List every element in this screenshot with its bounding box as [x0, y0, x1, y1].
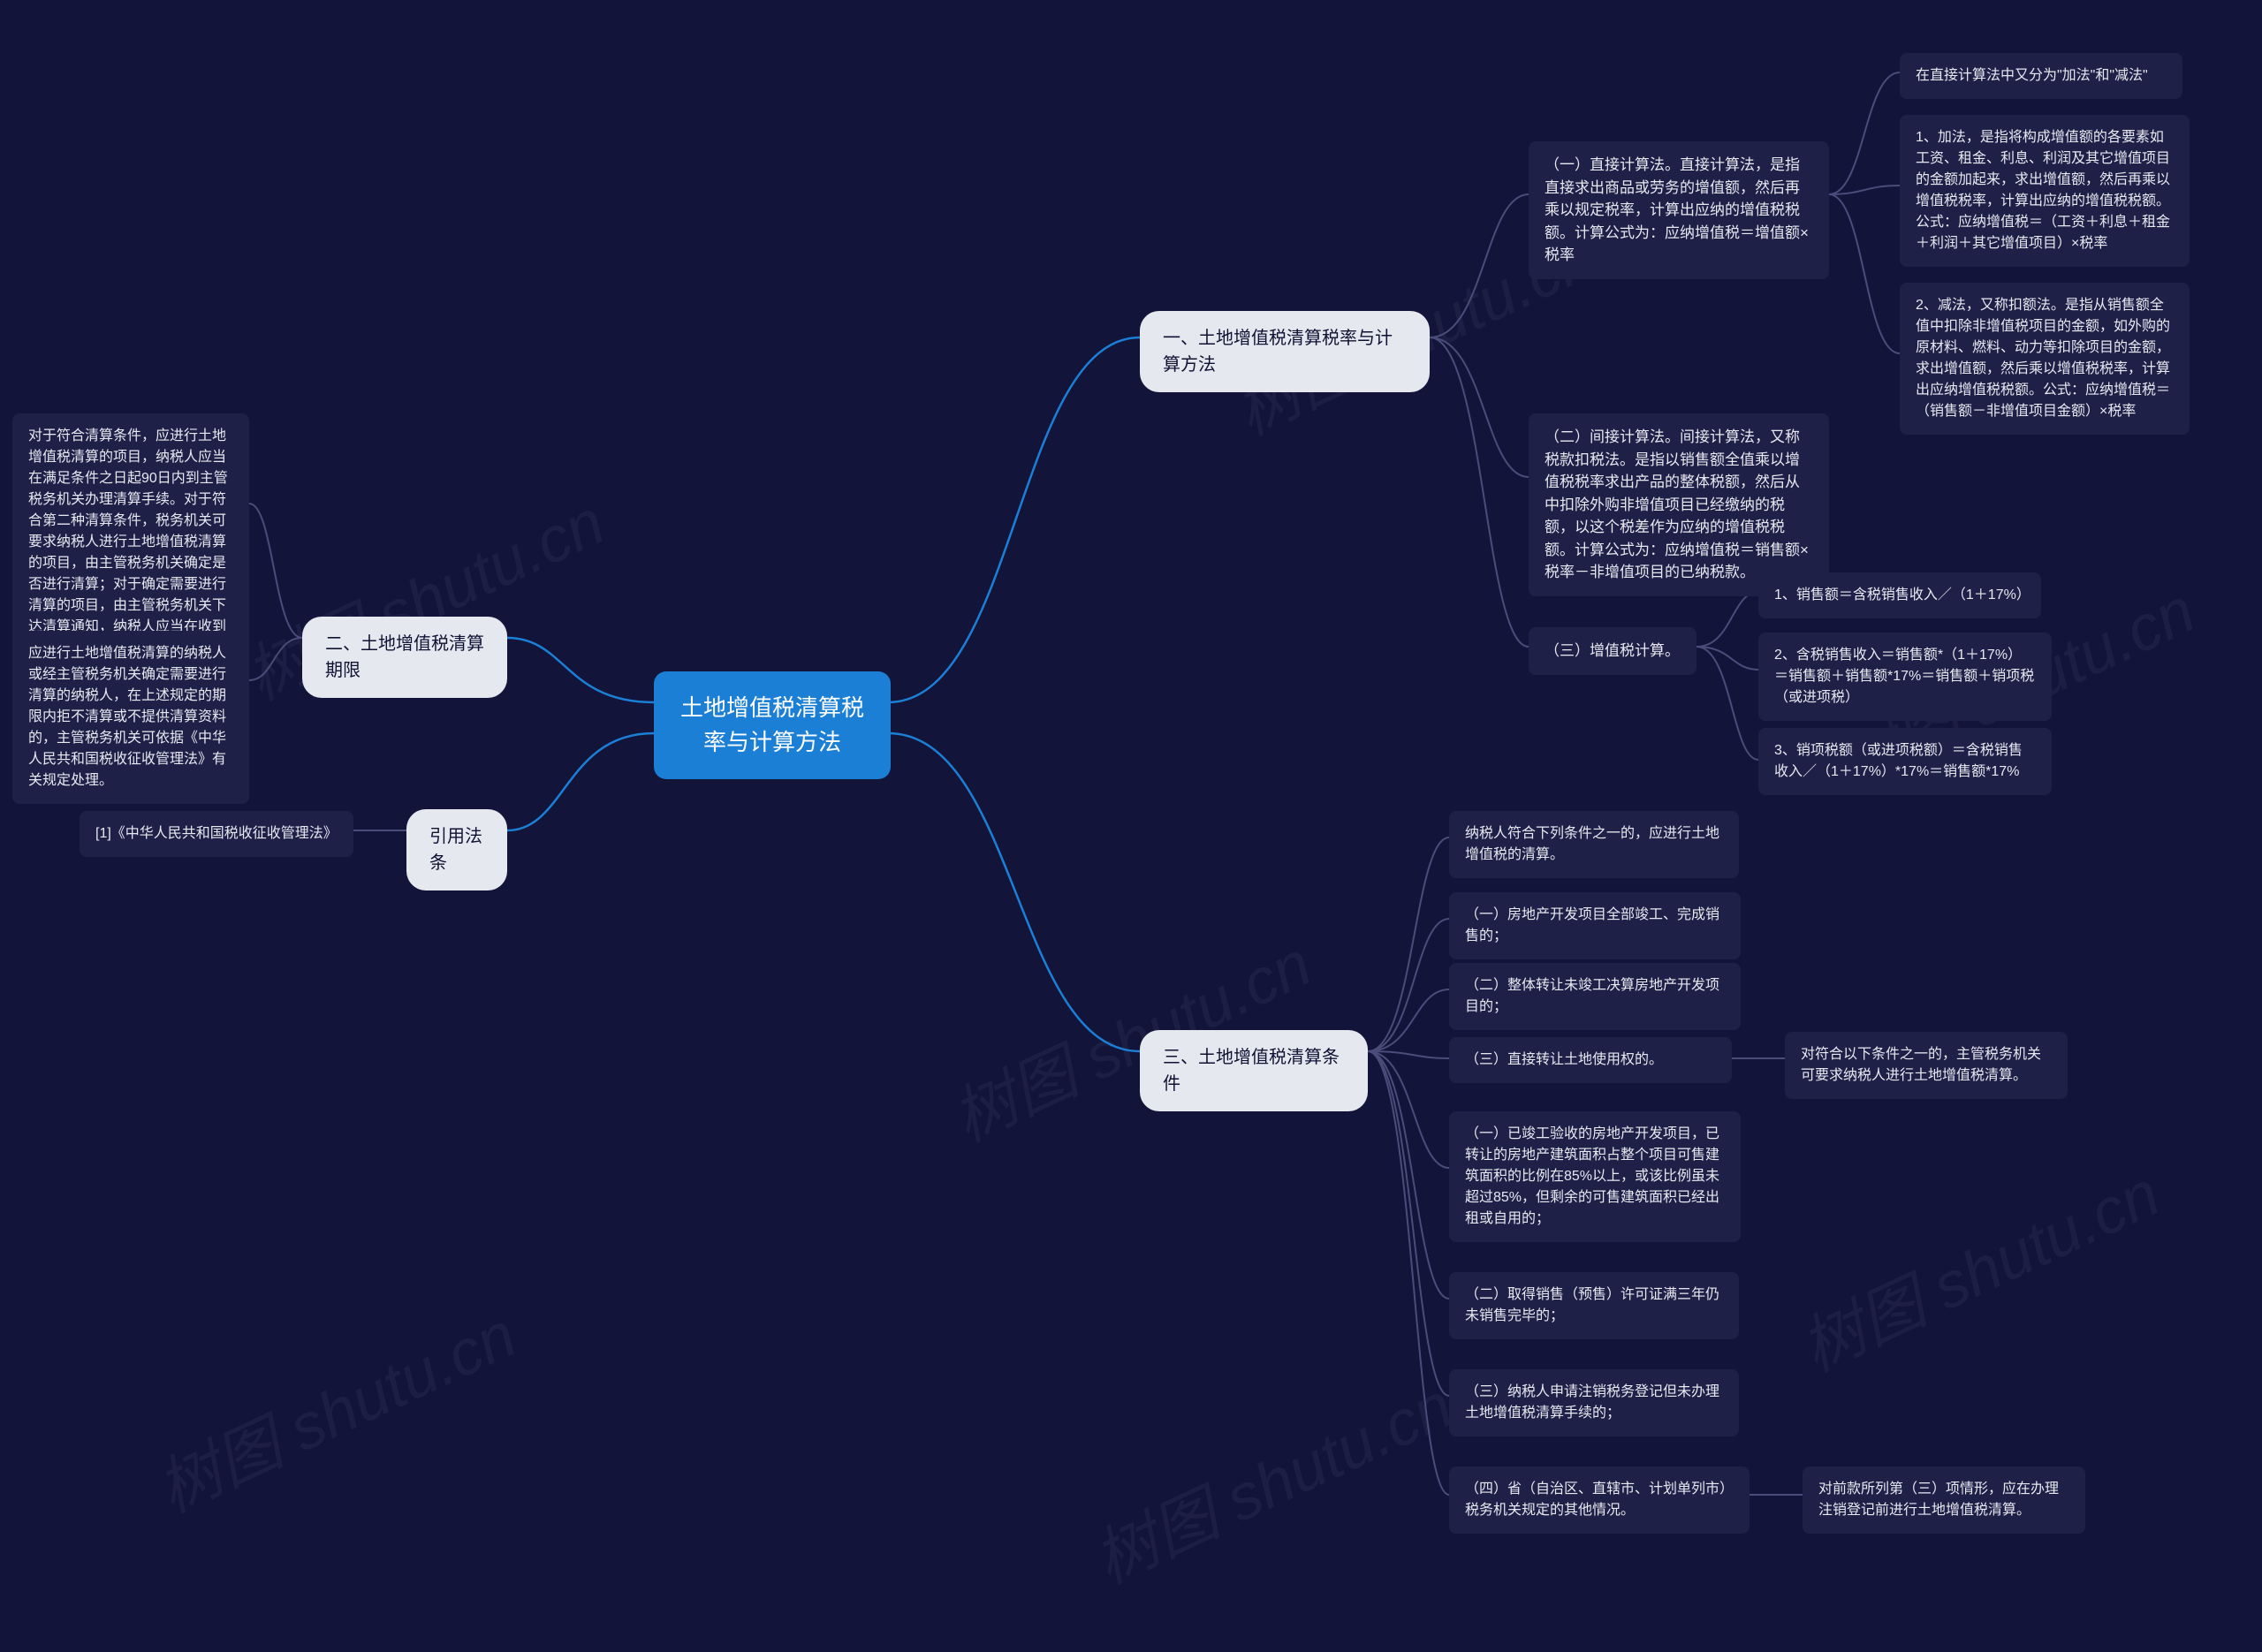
root-node[interactable]: 土地增值税清算税率与计算方法 [654, 671, 891, 779]
branch-2[interactable]: 二、土地增值税清算期限 [302, 617, 507, 698]
node-c1-d1[interactable]: 在直接计算法中又分为"加法"和"减法" [1900, 53, 2182, 99]
node-b1-c1[interactable]: （一）直接计算法。直接计算法，是指直接求出商品或劳务的增值额，然后再乘以规定税率… [1529, 141, 1829, 279]
node-c1-d2[interactable]: 1、加法，是指将构成增值额的各要素如工资、租金、利息、利润及其它增值项目的金额加… [1900, 115, 2190, 267]
branch-1[interactable]: 一、土地增值税清算税率与计算方法 [1140, 311, 1430, 392]
node-b4-h6[interactable]: （二）取得销售（预售）许可证满三年仍未销售完毕的； [1449, 1272, 1739, 1339]
watermark: 树图 shutu.cn [140, 1284, 528, 1531]
node-b4-h3[interactable]: （二）整体转让未竣工决算房地产开发项目的； [1449, 963, 1741, 1030]
node-c1-d3[interactable]: 2、减法，又称扣额法。是指从销售额全值中扣除非增值税项目的金额，如外购的原材料、… [1900, 283, 2190, 435]
watermark: 树图 shutu.cn [1076, 1354, 1465, 1602]
branch-3[interactable]: 引用法条 [406, 809, 507, 890]
node-b1-c2[interactable]: （二）间接计算法。间接计算法，又称税款扣税法。是指以销售额全值乘以增值税税率求出… [1529, 413, 1829, 596]
node-b4-h4[interactable]: （三）直接转让土地使用权的。 [1449, 1037, 1732, 1083]
node-b4-h7[interactable]: （三）纳税人申请注销税务登记但未办理土地增值税清算手续的； [1449, 1369, 1739, 1436]
node-b1-c3[interactable]: （三）增值税计算。 [1529, 627, 1696, 675]
node-b2-f2[interactable]: 应进行土地增值税清算的纳税人或经主管税务机关确定需要进行清算的纳税人，在上述规定… [12, 631, 249, 804]
node-b4-h8-side[interactable]: 对前款所列第（三）项情形，应在办理注销登记前进行土地增值税清算。 [1803, 1466, 2085, 1534]
node-b4-h5[interactable]: （一）已竣工验收的房地产开发项目，已转让的房地产建筑面积占整个项目可售建筑面积的… [1449, 1111, 1741, 1242]
node-c3-e2[interactable]: 2、含税销售收入＝销售额*（1＋17%）＝销售额＋销售额*17%＝销售额＋销项税… [1758, 633, 2052, 721]
node-b3-g1[interactable]: [1]《中华人民共和国税收征收管理法》 [80, 811, 353, 857]
node-b4-h2[interactable]: （一）房地产开发项目全部竣工、完成销售的； [1449, 892, 1741, 959]
node-c3-e3[interactable]: 3、销项税额（或进项税额）＝含税销售收入／（1＋17%）*17%＝销售额*17% [1758, 728, 2052, 795]
node-b4-h4-side[interactable]: 对符合以下条件之一的，主管税务机关可要求纳税人进行土地增值税清算。 [1785, 1032, 2068, 1099]
watermark: 树图 shutu.cn [1783, 1142, 2172, 1390]
branch-4[interactable]: 三、土地增值税清算条件 [1140, 1030, 1368, 1111]
node-c3-e1[interactable]: 1、销售额＝含税销售收入／（1＋17%） [1758, 572, 2041, 618]
node-b4-h8[interactable]: （四）省（自治区、直辖市、计划单列市）税务机关规定的其他情况。 [1449, 1466, 1750, 1534]
node-b4-h1[interactable]: 纳税人符合下列条件之一的，应进行土地增值税的清算。 [1449, 811, 1739, 878]
